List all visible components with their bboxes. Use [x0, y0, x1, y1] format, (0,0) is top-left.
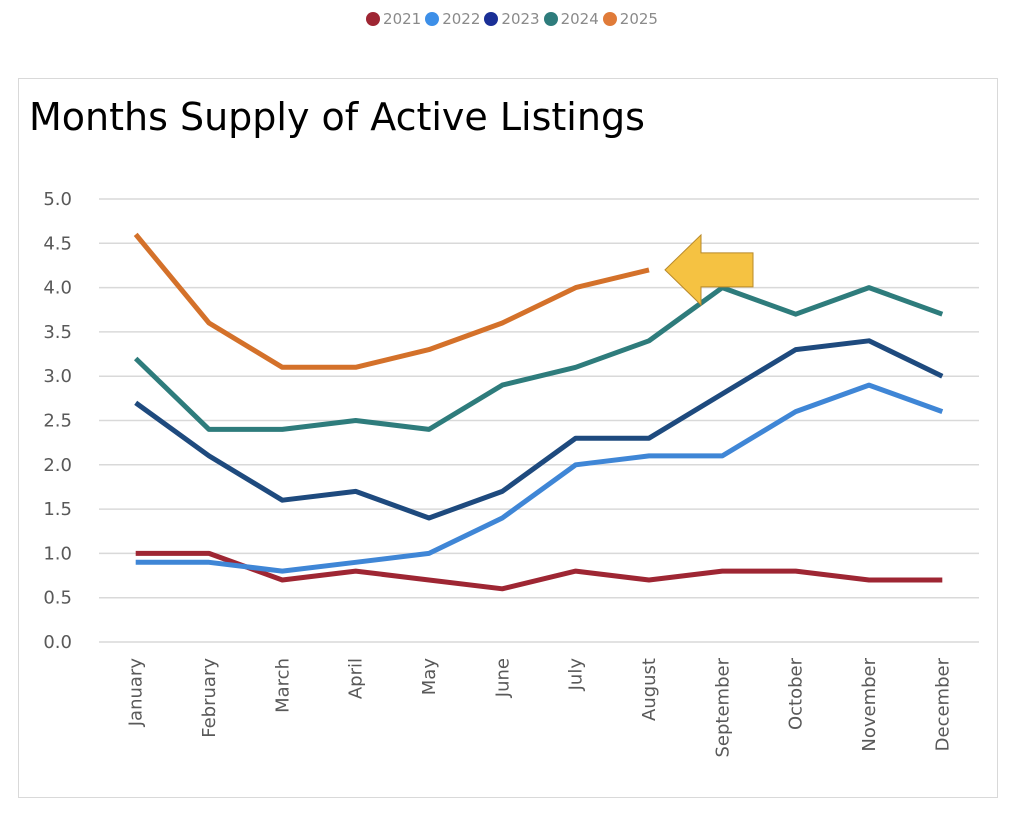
x-tick-label: December	[932, 657, 953, 751]
legend-label: 2023	[501, 10, 540, 28]
series-line-2022	[135, 382, 944, 574]
chart-frame: Months Supply of Active Listings 0.0 0.5 1…	[18, 78, 998, 798]
series-line-2024	[133, 285, 944, 432]
x-tick-label: August	[639, 658, 660, 721]
legend-swatch	[484, 12, 499, 26]
x-tick-label: January	[126, 658, 147, 728]
y-tick-label: 3.0	[43, 366, 72, 387]
legend-item-2021: 2021	[366, 10, 421, 28]
y-tick-label: 1.5	[43, 499, 72, 520]
y-tick-label: 4.5	[43, 233, 72, 254]
legend-label: 2021	[383, 10, 422, 28]
x-tick-label: April	[346, 658, 367, 699]
legend-label: 2025	[619, 10, 658, 28]
chart-title: Months Supply of Active Listings	[29, 95, 645, 139]
x-tick-label: October	[786, 657, 807, 730]
y-tick-label: 0.5	[43, 588, 72, 609]
x-tick-label: May	[419, 658, 440, 696]
left-arrow-annotation-icon	[664, 233, 754, 307]
legend-item-2025: 2025	[602, 10, 658, 28]
y-tick-label: 2.0	[43, 455, 72, 476]
x-tick-label: February	[199, 658, 220, 738]
legend-swatch	[366, 12, 381, 26]
series-line-2021	[135, 550, 943, 592]
x-tick-label: November	[859, 657, 880, 751]
series-line-2023	[134, 338, 944, 521]
x-tick-label: June	[492, 658, 513, 698]
legend-label: 2022	[442, 10, 481, 28]
legend: 2021 2022 2023 2024 2025	[0, 10, 1024, 28]
legend-item-2022: 2022	[425, 10, 480, 28]
x-tick-label: March	[272, 658, 293, 713]
legend-item-2023: 2023	[484, 10, 540, 28]
x-tick-label: September	[712, 657, 733, 757]
y-tick-label: 5.0	[43, 189, 72, 210]
y-tick-label: 0.0	[43, 632, 72, 653]
series-line-2025	[133, 232, 650, 370]
legend-label: 2024	[560, 10, 599, 28]
y-tick-label: 1.0	[43, 543, 72, 564]
legend-swatch	[425, 12, 440, 26]
x-tick-label: July	[566, 658, 587, 692]
legend-swatch	[602, 12, 617, 26]
legend-item-2024: 2024	[543, 10, 599, 28]
y-tick-label: 4.0	[43, 278, 72, 299]
y-tick-label: 2.5	[43, 411, 72, 432]
legend-swatch	[543, 12, 558, 26]
y-tick-label: 3.5	[43, 322, 72, 343]
line-chart: 0.0 0.5 1.0 1.5 2.0 2.5 3.0 3.5 4.0 4.5 5.0 January…	[43, 189, 979, 758]
